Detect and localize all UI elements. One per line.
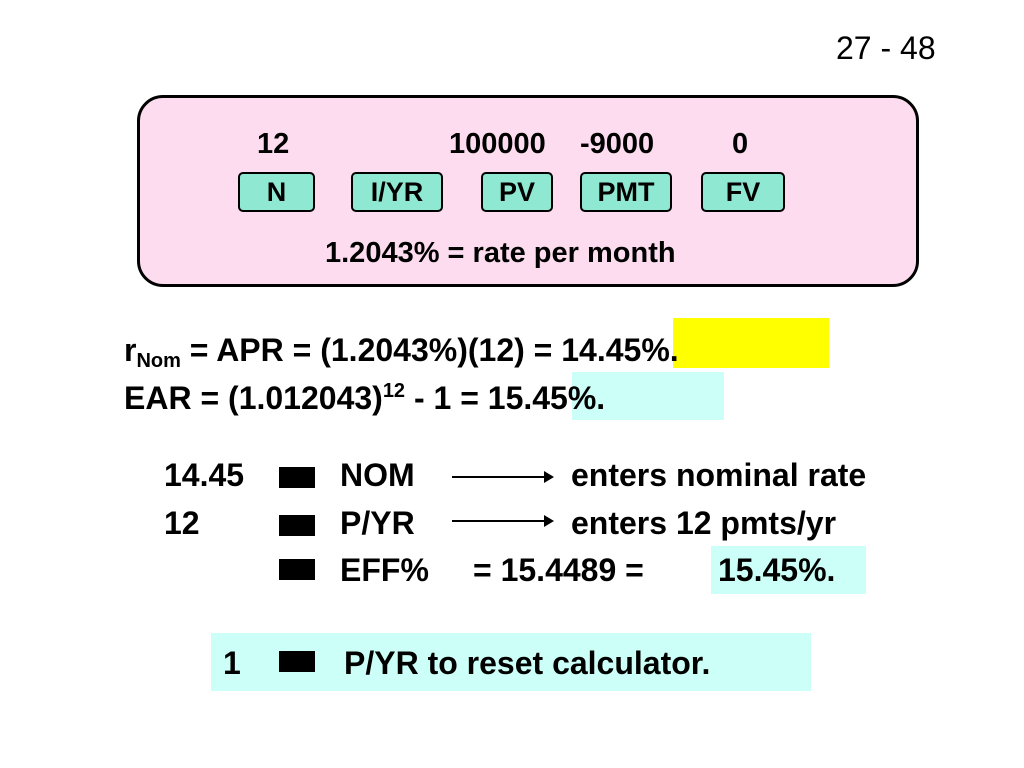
pmt-key: PMT: [580, 172, 672, 212]
arrow-right-icon: [452, 471, 554, 483]
ear-highlight: [572, 372, 724, 420]
shift-key-icon: [279, 515, 315, 536]
ear-tail: - 1 =: [405, 380, 488, 416]
pmt-value: -9000: [580, 128, 655, 160]
pv-key: PV: [481, 172, 553, 212]
step-1-input: 14.45: [164, 457, 245, 493]
apr-expression: = APR = (1.2043%)(12) =: [180, 332, 562, 368]
shift-key-icon: [279, 651, 315, 672]
nom-subscript: Nom: [136, 350, 181, 372]
ear-formula: EAR = (1.012043)12 - 1 = 15.45%.: [124, 380, 605, 417]
page-number: 27 - 48: [836, 30, 936, 66]
ear-expression: EAR = (1.012043): [124, 380, 383, 416]
fv-key: FV: [701, 172, 785, 212]
n-value: 12: [257, 128, 290, 160]
apr-answer: 14.45%.: [561, 332, 679, 368]
step-3-equals: = 15.4489 =: [473, 552, 644, 588]
step-1-key: NOM: [340, 457, 415, 493]
rate-per-month: 1.2043% = rate per month: [325, 237, 676, 269]
step-2-key: P/YR: [340, 505, 415, 541]
step-3-key: EFF%: [340, 552, 429, 588]
eff-highlight: [711, 546, 866, 594]
step-2-description: enters 12 pmts/yr: [571, 505, 837, 541]
ear-exponent: 12: [382, 380, 406, 402]
fv-value: 0: [732, 128, 749, 160]
pv-value: 100000: [449, 128, 546, 160]
step-2-input: 12: [164, 505, 200, 541]
shift-key-icon: [279, 559, 315, 580]
step-1-description: enters nominal rate: [571, 457, 867, 493]
apr-highlight: [673, 318, 829, 368]
ear-answer: 15.45%.: [487, 380, 606, 416]
reset-input: 1: [223, 645, 241, 681]
n-key: N: [238, 172, 315, 212]
step-3-answer: 15.45%.: [718, 552, 836, 588]
r-symbol: r: [124, 332, 137, 368]
nominal-rate-formula: rNom = APR = (1.2043%)(12) = 14.45%.: [124, 332, 679, 373]
shift-key-icon: [279, 467, 315, 488]
arrow-right-icon: [452, 515, 554, 527]
reset-text: P/YR to reset calculator.: [344, 645, 711, 681]
iyr-key: I/YR: [351, 172, 443, 212]
